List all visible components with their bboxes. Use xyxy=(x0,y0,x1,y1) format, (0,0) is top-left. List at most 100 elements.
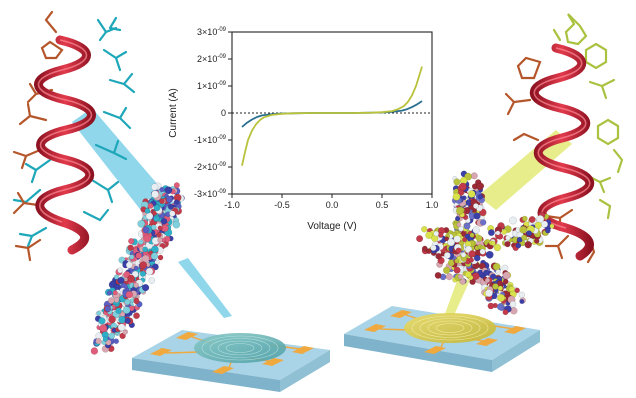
atom-sphere xyxy=(469,232,475,238)
atom-sphere xyxy=(138,239,144,245)
atom-sphere xyxy=(164,186,173,195)
atom-sphere xyxy=(526,230,532,237)
y-axis-label: Current (A) xyxy=(168,88,179,137)
atom-sphere xyxy=(122,306,131,314)
atom-sphere xyxy=(454,258,460,264)
atom-sphere xyxy=(502,271,511,280)
atom-sphere xyxy=(113,274,120,280)
atom-sphere xyxy=(112,290,118,296)
atom-sphere xyxy=(502,309,509,316)
y-tick-label: 3×10-09 xyxy=(197,27,227,37)
atom-sphere xyxy=(169,210,176,217)
atom-sphere xyxy=(151,183,159,191)
atom-sphere xyxy=(502,278,509,285)
atom-sphere xyxy=(102,336,109,342)
atom-sphere xyxy=(416,235,424,243)
atom-sphere xyxy=(174,199,180,205)
right-device xyxy=(344,306,540,372)
atom-sphere xyxy=(115,307,122,314)
atom-sphere xyxy=(108,332,116,340)
atom-sphere xyxy=(495,269,502,275)
right-sidechains xyxy=(504,13,624,264)
atom-sphere xyxy=(133,312,140,320)
atom-sphere xyxy=(142,226,150,234)
atom-sphere xyxy=(458,182,467,191)
atom-sphere xyxy=(90,347,99,355)
x-tick-label: 0.0 xyxy=(326,200,339,210)
y-axis-ticks: 3×10-09 2×10-09 1×10-09 0 -1×10-09 -2×10-09 -3… xyxy=(194,27,232,199)
atom-sphere xyxy=(119,311,126,318)
atom-sphere xyxy=(460,252,467,258)
atom-sphere xyxy=(492,283,499,290)
atom-sphere xyxy=(135,252,142,259)
left-molecular-cluster xyxy=(90,182,185,355)
atom-sphere xyxy=(455,247,462,254)
atom-sphere xyxy=(157,237,163,243)
atom-sphere xyxy=(484,277,491,283)
atom-sphere xyxy=(504,241,511,248)
atom-sphere xyxy=(470,172,478,180)
atom-sphere xyxy=(519,299,525,305)
atom-sphere xyxy=(456,206,465,215)
atom-sphere xyxy=(434,271,442,279)
right-device-pads xyxy=(364,310,526,354)
atom-sphere xyxy=(476,182,484,191)
atom-sphere xyxy=(534,238,540,244)
atom-sphere xyxy=(165,195,173,203)
y-tick-label: -1×10-09 xyxy=(194,135,227,145)
atom-sphere xyxy=(528,216,536,223)
atom-sphere xyxy=(107,297,115,304)
atom-sphere xyxy=(124,299,131,306)
atom-sphere xyxy=(493,243,502,252)
atom-sphere xyxy=(518,291,525,299)
right-beam-lower xyxy=(442,278,470,324)
atom-sphere xyxy=(117,276,125,285)
left-peptide-illustration xyxy=(12,10,330,392)
atom-sphere xyxy=(485,250,494,259)
x-tick-label: -0.5 xyxy=(274,200,290,210)
atom-sphere xyxy=(521,234,528,241)
atom-sphere xyxy=(117,323,126,332)
atom-sphere xyxy=(487,229,495,237)
atom-sphere xyxy=(131,270,139,278)
left-sidechains xyxy=(12,10,136,262)
atom-sphere xyxy=(96,310,102,316)
left-helix xyxy=(34,35,96,255)
atom-sphere xyxy=(524,240,532,249)
atom-sphere xyxy=(145,267,154,276)
atom-sphere xyxy=(139,270,146,277)
atom-sphere xyxy=(151,190,159,199)
atom-sphere xyxy=(139,261,148,270)
atom-sphere xyxy=(541,220,549,228)
atom-sphere xyxy=(161,224,169,232)
atom-sphere xyxy=(463,222,471,230)
atom-sphere xyxy=(458,225,464,232)
atom-sphere xyxy=(475,235,483,242)
atom-sphere xyxy=(118,316,126,324)
atom-sphere xyxy=(505,235,511,241)
atom-sphere xyxy=(545,227,551,234)
left-device xyxy=(132,330,330,392)
atom-sphere xyxy=(142,284,150,292)
atom-sphere xyxy=(495,230,501,236)
atom-sphere xyxy=(421,226,428,233)
atom-sphere xyxy=(430,244,437,252)
y-tick-label: -3×10-09 xyxy=(194,189,227,199)
atom-sphere xyxy=(108,315,116,324)
atom-sphere xyxy=(485,289,493,297)
atom-sphere xyxy=(133,282,139,289)
left-beam-lower xyxy=(178,258,232,318)
atom-sphere xyxy=(128,238,135,245)
atom-sphere xyxy=(106,290,113,296)
atom-sphere xyxy=(496,303,505,311)
iv-chart: 3×10-09 2×10-09 1×10-09 0 -1×10-09 -2×10-09 -3… xyxy=(168,27,438,232)
atom-sphere xyxy=(515,242,522,249)
atom-sphere xyxy=(173,182,180,189)
atom-sphere xyxy=(127,244,134,252)
atom-sphere xyxy=(453,178,461,186)
atom-sphere xyxy=(157,225,163,231)
y-tick-label: 2×10-09 xyxy=(197,54,227,64)
atom-sphere xyxy=(144,208,151,214)
atom-sphere xyxy=(153,204,161,212)
